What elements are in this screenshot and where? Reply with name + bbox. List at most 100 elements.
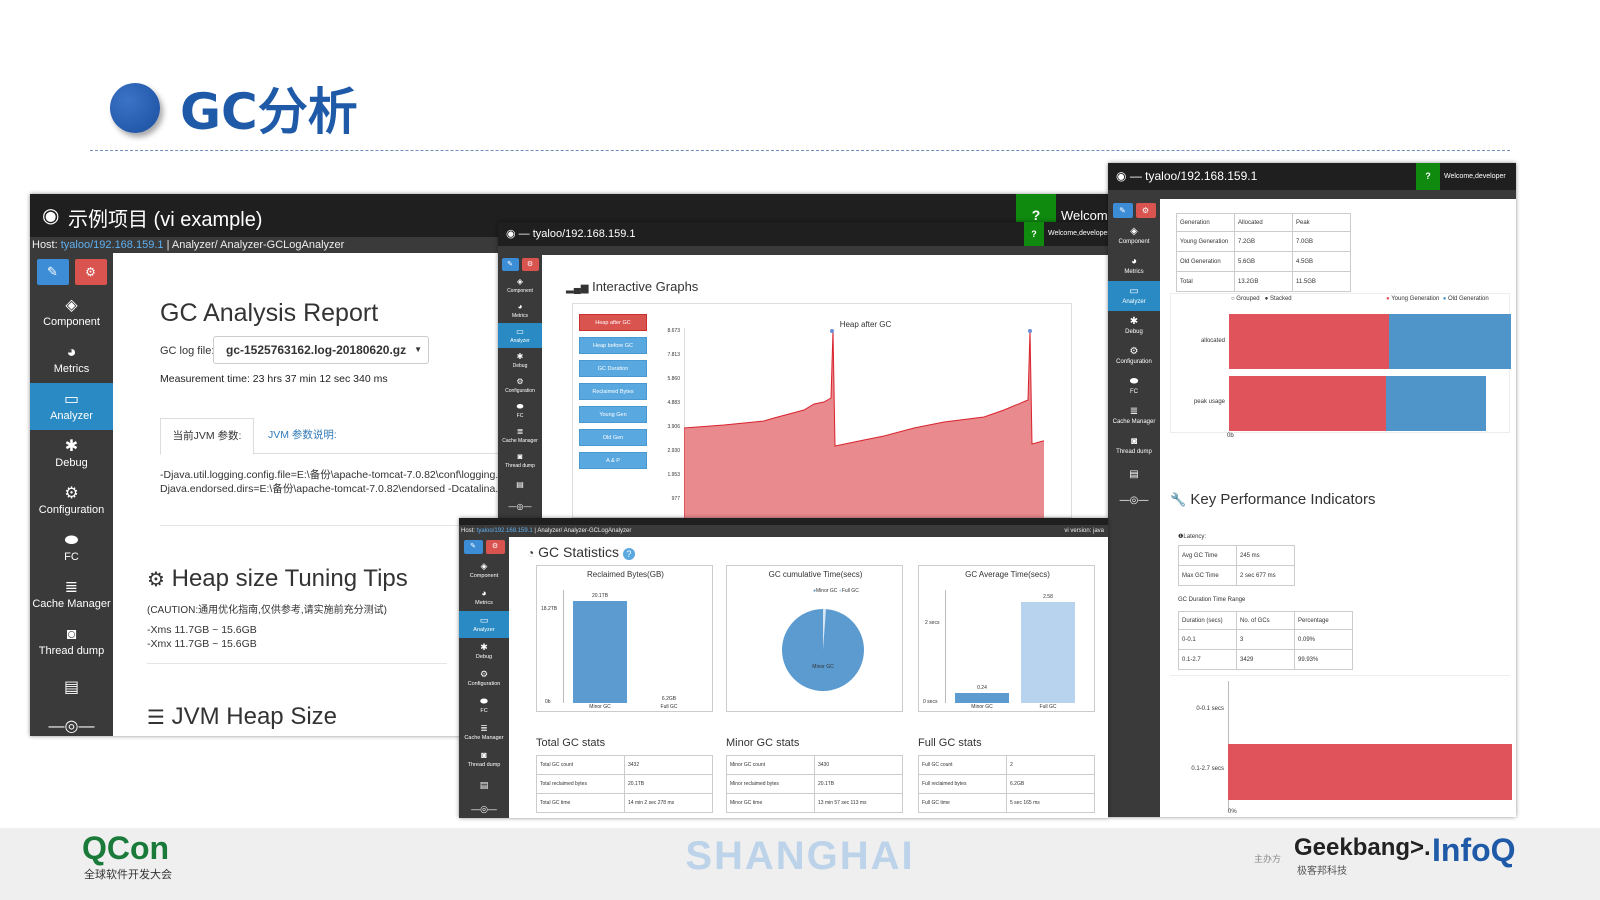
sidebar-item-cache-manager[interactable]: ≣ Cache Manager (498, 423, 542, 448)
sidebar-item-label: Cache Manager (1112, 419, 1156, 425)
share-icon[interactable]: ⚙ (521, 258, 539, 271)
table-cell: 3430 (814, 755, 903, 775)
sidebar-item-metrics[interactable]: ◕ Metrics (30, 336, 113, 383)
bar-allocated-old[interactable] (1389, 314, 1511, 369)
graph-button-gc-duration[interactable]: GC Duration (579, 360, 647, 377)
axis-zero: 0b (1227, 433, 1234, 439)
sidebar-item-fc[interactable]: ⬬ FC (498, 398, 542, 423)
gauge-icon: ◔ (527, 546, 535, 560)
edit-icon[interactable]: ✎ (463, 540, 483, 554)
sidebar-item-analyzer[interactable]: ▭ Analyzer (498, 323, 542, 348)
sidebar-item-file-log[interactable]: ▤ (1108, 461, 1160, 491)
file-icon: ▤ (63, 678, 80, 696)
graph-button-young-gen[interactable]: Young Gen (579, 406, 647, 423)
graph-button-heap-before-gc[interactable]: Heap before GC (579, 337, 647, 354)
bar-minor-gc[interactable] (573, 601, 627, 703)
help-button[interactable]: ? (1024, 222, 1044, 246)
sidebar-item-analyzer[interactable]: ▭ Analyzer (30, 383, 113, 430)
sidebar-item-configuration[interactable]: ⚙ Configuration (498, 373, 542, 398)
sidebar-item-component[interactable]: ◈ Component (498, 273, 542, 298)
host-bar (1108, 190, 1516, 199)
sidebar-item-component[interactable]: ◈ Component (30, 289, 113, 336)
sidebar-item-thread-dump[interactable]: ◙ Thread dump (459, 746, 509, 773)
sidebar-item-metrics[interactable]: ◕ Metrics (459, 584, 509, 611)
graph-button-a-p[interactable]: A & P (579, 452, 647, 469)
sidebar-item-file-log[interactable]: ▤ (498, 473, 542, 498)
title-bullet-icon (110, 83, 160, 133)
welcome-menu[interactable]: Welcome,developer (1444, 173, 1506, 180)
sidebar-item-component[interactable]: ◈ Component (459, 557, 509, 584)
bar-allocated-young[interactable] (1229, 314, 1389, 369)
table-cell: Full GC time (918, 793, 1007, 813)
sidebar-item-debug[interactable]: ✱ Debug (459, 638, 509, 665)
graph-button-old-gen[interactable]: Old Gen (579, 429, 647, 446)
table-cell: 3429 (1236, 649, 1295, 670)
collapse-icon[interactable]: —◎— (471, 804, 497, 814)
sidebar-item-fc[interactable]: ⬬ FC (1108, 371, 1160, 401)
sidebar-item-thread-dump[interactable]: ◙ Thread dump (1108, 431, 1160, 461)
edit-icon[interactable]: ✎ (1112, 203, 1133, 218)
sidebar-item-file-log[interactable]: ▤ (30, 665, 113, 712)
measurement-time: Measurement time: 23 hrs 37 min 12 sec 3… (160, 373, 388, 385)
table-cell: 7.0GB (1292, 231, 1351, 252)
bar-value: 0.24 (977, 685, 987, 691)
edit-icon[interactable]: ✎ (36, 259, 69, 285)
sidebar-item-component[interactable]: ◈ Component (1108, 221, 1160, 251)
sidebar-item-file-log[interactable]: ▤ (459, 773, 509, 800)
table-cell: 5.6GB (1234, 251, 1293, 272)
host-link[interactable]: tyaloo/192.168.159.1 (60, 239, 164, 251)
share-icon[interactable]: ⚙ (1135, 203, 1156, 218)
sidebar-item-cache-manager[interactable]: ≣ Cache Manager (30, 571, 113, 618)
y-tick: 7.813 (667, 352, 680, 358)
collapse-icon[interactable]: —◎— (1119, 495, 1149, 506)
sidebar-item-analyzer[interactable]: ▭ Analyzer (459, 611, 509, 638)
tab-current-jvm[interactable]: 当前JVM 参数: (160, 418, 254, 455)
sidebar-item-debug[interactable]: ✱ Debug (498, 348, 542, 373)
welcome-menu[interactable]: Welcome (1061, 208, 1115, 223)
info-icon[interactable]: ? (622, 548, 635, 560)
sidebar-item-metrics[interactable]: ◕ Metrics (498, 298, 542, 323)
share-icon[interactable]: ⚙ (74, 259, 107, 285)
help-button[interactable]: ? (1416, 163, 1440, 190)
table-header: Percentage (1294, 611, 1353, 630)
gc-log-select[interactable]: gc-1525763162.log-20180620.gz ▼ (213, 336, 429, 364)
sidebar-item-thread-dump[interactable]: ◙ Thread dump (30, 618, 113, 665)
stats-table-title: Total GC stats (536, 737, 606, 749)
graph-button-heap-after-gc[interactable]: Heap after GC (579, 314, 647, 331)
sidebar-item-label: Component (43, 315, 100, 328)
table-cell: 2 sec 677 ms (1236, 565, 1295, 586)
bar-value: 2.58 (1043, 594, 1053, 600)
sidebar-item-fc[interactable]: ⬬ FC (459, 692, 509, 719)
edit-icon[interactable]: ✎ (501, 258, 519, 271)
graphs-window: ◉ — tyaloo/192.168.159.1 ? Welcome,devel… (498, 222, 1108, 518)
sidebar-item-label: Configuration (505, 387, 535, 394)
sidebar-item-configuration[interactable]: ⚙ Configuration (30, 477, 113, 524)
pie-slice-full[interactable] (823, 608, 826, 650)
bug-icon: ✱ (1129, 316, 1139, 327)
sidebar-item-configuration[interactable]: ⚙ Configuration (1108, 341, 1160, 371)
sidebar-item-metrics[interactable]: ◕ Metrics (1108, 251, 1160, 281)
hist-bar-0.1-2.7[interactable] (1228, 744, 1512, 800)
sidebar-item-label: Analyzer (473, 627, 495, 633)
bar-peak-old[interactable] (1386, 376, 1486, 431)
sidebar-item-cache-manager[interactable]: ≣ Cache Manager (459, 719, 509, 746)
hist-label: 0-0.1 secs (1196, 706, 1224, 712)
collapse-icon[interactable]: —◎— (508, 502, 532, 511)
share-icon[interactable]: ⚙ (485, 540, 505, 554)
chart-mode-toggle[interactable]: ○ Grouped ● Stacked (1231, 296, 1292, 302)
sidebar-item-fc[interactable]: ⬬ FC (30, 524, 113, 571)
sidebar-item-analyzer[interactable]: ▭ Analyzer (1108, 281, 1160, 311)
bar-full-gc[interactable] (1021, 602, 1075, 703)
sidebar-item-debug[interactable]: ✱ Debug (30, 430, 113, 477)
bar-peak-young[interactable] (1229, 376, 1386, 431)
graph-button-reclaimed-bytes[interactable]: Reclaimed Bytes (579, 383, 647, 400)
host-link[interactable]: tyaloo/192.168.159.1 (476, 528, 533, 534)
tab-jvm-desc[interactable]: JVM 参数说明: (268, 429, 337, 441)
welcome-menu[interactable]: Welcome,developer (1048, 230, 1108, 237)
sidebar-item-configuration[interactable]: ⚙ Configuration (459, 665, 509, 692)
sidebar-item-debug[interactable]: ✱ Debug (1108, 311, 1160, 341)
sidebar-item-thread-dump[interactable]: ◙ Thread dump (498, 448, 542, 473)
collapse-icon[interactable]: —◎— (48, 718, 95, 735)
bar-minor-gc[interactable] (955, 693, 1009, 703)
sidebar-item-cache-manager[interactable]: ≣ Cache Manager (1108, 401, 1160, 431)
